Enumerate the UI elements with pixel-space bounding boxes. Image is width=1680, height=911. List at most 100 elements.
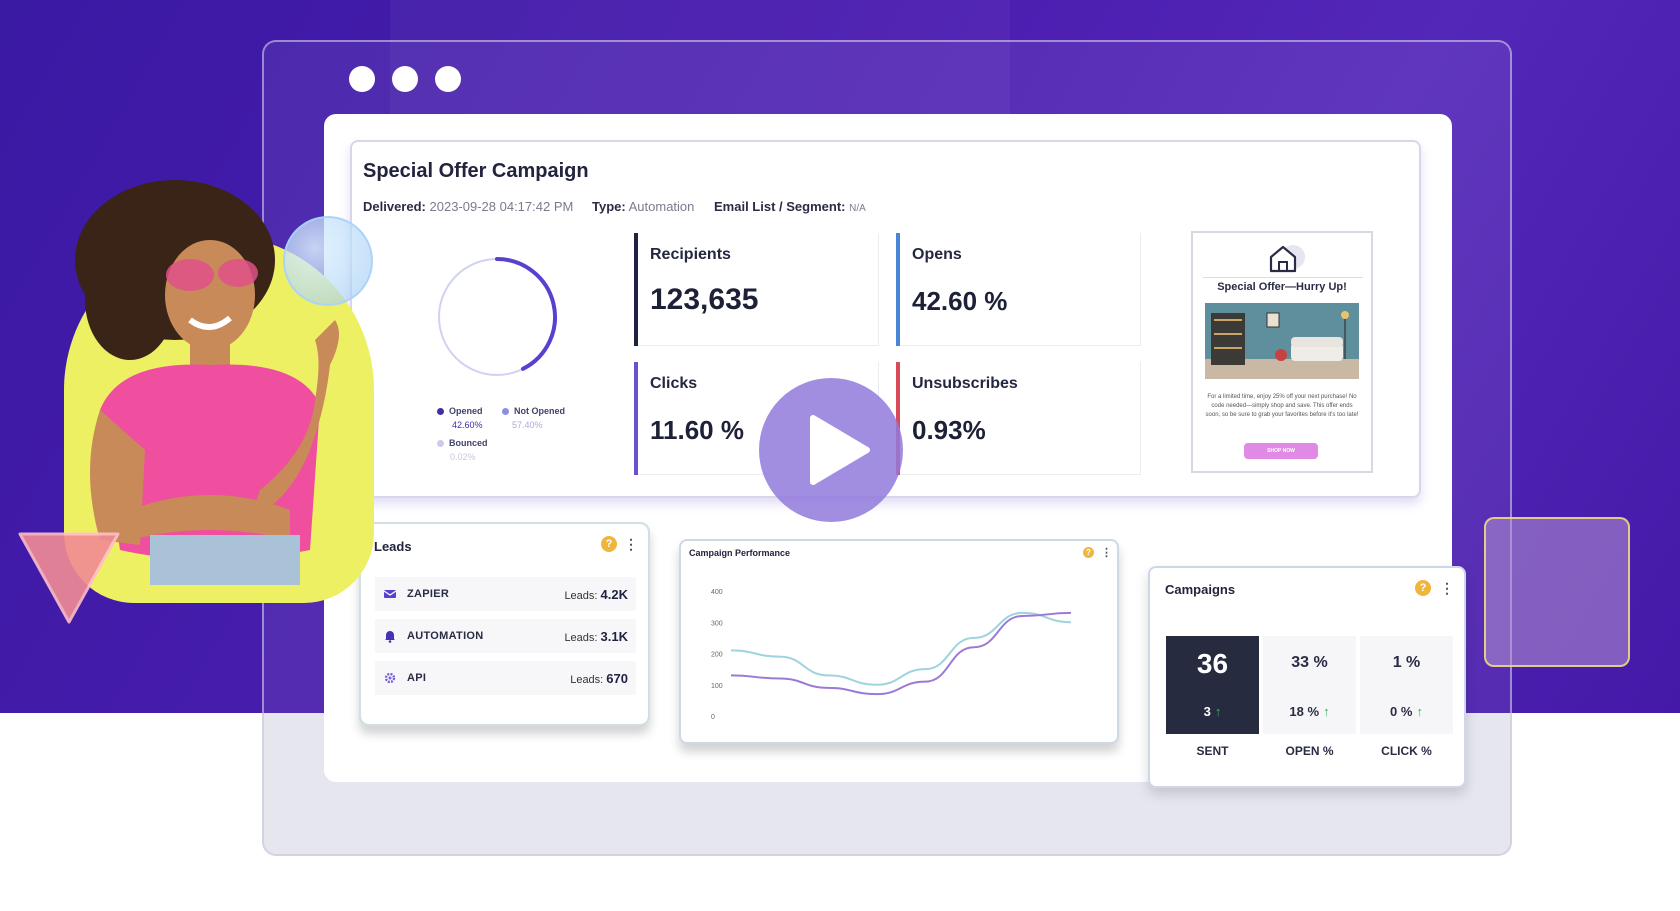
legend-opened-label: Opened	[449, 406, 483, 416]
type-value: Automation	[628, 199, 695, 214]
legend-opened: Opened	[437, 406, 483, 416]
stat-recipients-value: 123,635	[650, 283, 759, 316]
living-room-image	[1205, 303, 1359, 379]
lead-value-prefix: Leads:	[564, 589, 598, 602]
home-icon	[1269, 245, 1305, 273]
window-dot-minimize[interactable]	[392, 66, 418, 92]
delivered-value: 2023-09-28 04:17:42 PM	[429, 199, 574, 214]
stat-unsubscribes-bar	[896, 362, 900, 475]
stat-opens-bar	[896, 233, 900, 346]
stat-clicks-label: Clicks	[650, 375, 698, 392]
decorative-bubble	[283, 216, 373, 306]
stat-clicks-bar	[634, 362, 638, 475]
stat-recipients[interactable]: Recipients 123,635	[634, 233, 879, 346]
api-gear-icon	[384, 672, 396, 684]
kpi-click-label: CLICK %	[1381, 744, 1432, 758]
decorative-square	[1484, 517, 1630, 667]
segment-meta: Email List / Segment: N/A	[714, 199, 866, 214]
type-meta: Type: Automation	[592, 199, 694, 214]
stat-clicks-value: 11.60 %	[650, 415, 744, 445]
lead-row-zapier[interactable]: ZAPIER Leads: 4.2K	[375, 577, 636, 611]
kpi-sent-label: SENT	[1196, 744, 1229, 758]
campaign-title: Special Offer Campaign	[363, 160, 589, 182]
y-tick-label: 300	[711, 620, 723, 627]
stat-opens-label: Opens	[912, 246, 962, 263]
segment-label: Email List / Segment:	[714, 199, 846, 214]
kpi-open-label: OPEN %	[1285, 744, 1334, 758]
kpi-sent-change-value: 3	[1203, 704, 1211, 719]
performance-help-icon[interactable]: ?	[1083, 547, 1094, 558]
segment-value: N/A	[849, 203, 866, 214]
email-title: Special Offer—Hurry Up!	[1217, 281, 1347, 293]
lead-name: AUTOMATION	[407, 630, 484, 642]
delivered-meta: Delivered: 2023-09-28 04:17:42 PM	[363, 199, 573, 214]
window-dot-maximize[interactable]	[435, 66, 461, 92]
kpi-open-change-value: 18 %	[1289, 704, 1320, 719]
lead-row-automation[interactable]: AUTOMATION Leads: 3.1K	[375, 619, 636, 653]
legend-bounced: Bounced	[437, 438, 488, 448]
leads-menu-icon[interactable]: ⋮	[624, 536, 638, 552]
campaigns-menu-icon[interactable]: ⋮	[1440, 580, 1454, 596]
stat-unsubscribes[interactable]: Unsubscribes 0.93%	[896, 362, 1141, 475]
arrow-up-icon: ↑	[1323, 704, 1330, 719]
legend-bounced-label: Bounced	[449, 438, 488, 448]
delivered-label: Delivered:	[363, 199, 426, 214]
kpi-sent-value: 36	[1196, 648, 1229, 679]
type-label: Type:	[592, 199, 626, 214]
arrow-up-icon: ↑	[1416, 704, 1423, 719]
series-line-1	[730, 611, 1072, 696]
lead-value-prefix: Leads:	[564, 631, 598, 644]
stat-unsubscribes-label: Unsubscribes	[912, 375, 1018, 392]
shop-now-button[interactable]: SHOP NOW	[1244, 443, 1318, 459]
y-tick-label: 0	[711, 714, 715, 721]
stat-recipients-bar	[634, 233, 638, 346]
series-line-0	[730, 611, 1072, 686]
arrow-up-icon: ↑	[1214, 704, 1222, 719]
kpi-sent-change: 3 ↑	[1166, 704, 1259, 719]
leads-help-icon[interactable]: ?	[601, 536, 617, 552]
campaign-performance-card: Campaign Performance ? ⋮ 0 100 200 300 400	[679, 539, 1119, 744]
kpi-open-change: 18 % ↑	[1263, 704, 1356, 719]
kpi-open-tile[interactable]: 33 % 18 % ↑	[1263, 636, 1356, 734]
donut-opened-arc	[495, 257, 557, 371]
kpi-click-value: 1 %	[1392, 654, 1421, 671]
stat-unsubscribes-value: 0.93%	[912, 415, 986, 445]
woman-thumbs-up-illustration	[75, 180, 339, 585]
zapier-icon	[383, 590, 397, 598]
legend-not-opened-dot	[502, 407, 509, 415]
lead-value-number: 3.1K	[600, 628, 628, 644]
campaigns-title: Campaigns	[1165, 582, 1236, 597]
y-tick-label: 100	[711, 683, 723, 690]
lead-value-number: 4.2K	[600, 586, 628, 602]
performance-title: Campaign Performance	[689, 548, 791, 558]
lead-value-number: 670	[606, 670, 628, 686]
bell-icon	[385, 631, 395, 643]
window-dot-close[interactable]	[349, 66, 375, 92]
stat-opens[interactable]: Opens 42.60 %	[896, 233, 1141, 346]
kpi-click-tile[interactable]: 1 % 0 % ↑	[1360, 636, 1453, 734]
legend-bounced-dot	[437, 439, 444, 447]
lead-row-api[interactable]: API Leads: 670	[375, 661, 636, 695]
lead-value: Leads: 670	[570, 671, 628, 686]
leads-card: Leads ? ⋮ ZAPIER Leads: 4.2K AUTOMATION …	[359, 522, 650, 726]
legend-opened-dot	[437, 407, 444, 415]
email-divider	[1203, 277, 1363, 278]
campaigns-help-icon[interactable]: ?	[1415, 580, 1431, 596]
opens-donut-chart	[438, 257, 557, 376]
kpi-sent-tile[interactable]: 36 3 ↑	[1166, 636, 1259, 734]
kpi-open-value: 33 %	[1291, 654, 1328, 671]
email-preview[interactable]: Special Offer—Hurry Up! For a limited ti…	[1191, 231, 1373, 473]
video-play-button[interactable]	[759, 378, 903, 522]
decorative-triangle	[18, 532, 120, 624]
stat-recipients-label: Recipients	[650, 246, 731, 263]
lead-name: ZAPIER	[407, 588, 450, 600]
window-controls	[349, 66, 461, 92]
leads-title: Leads	[374, 539, 412, 554]
legend-not-opened-label: Not Opened	[514, 406, 565, 416]
campaigns-card: Campaigns ? ⋮ 36 3 ↑ 33 % 18 % ↑ 1 % 0 % ↑ …	[1148, 566, 1466, 788]
y-tick-label: 400	[711, 589, 723, 596]
kpi-click-change: 0 % ↑	[1360, 704, 1453, 719]
performance-menu-icon[interactable]: ⋮	[1101, 547, 1112, 559]
email-body-text: For a limited time, enjoy 25% off your n…	[1205, 394, 1359, 418]
